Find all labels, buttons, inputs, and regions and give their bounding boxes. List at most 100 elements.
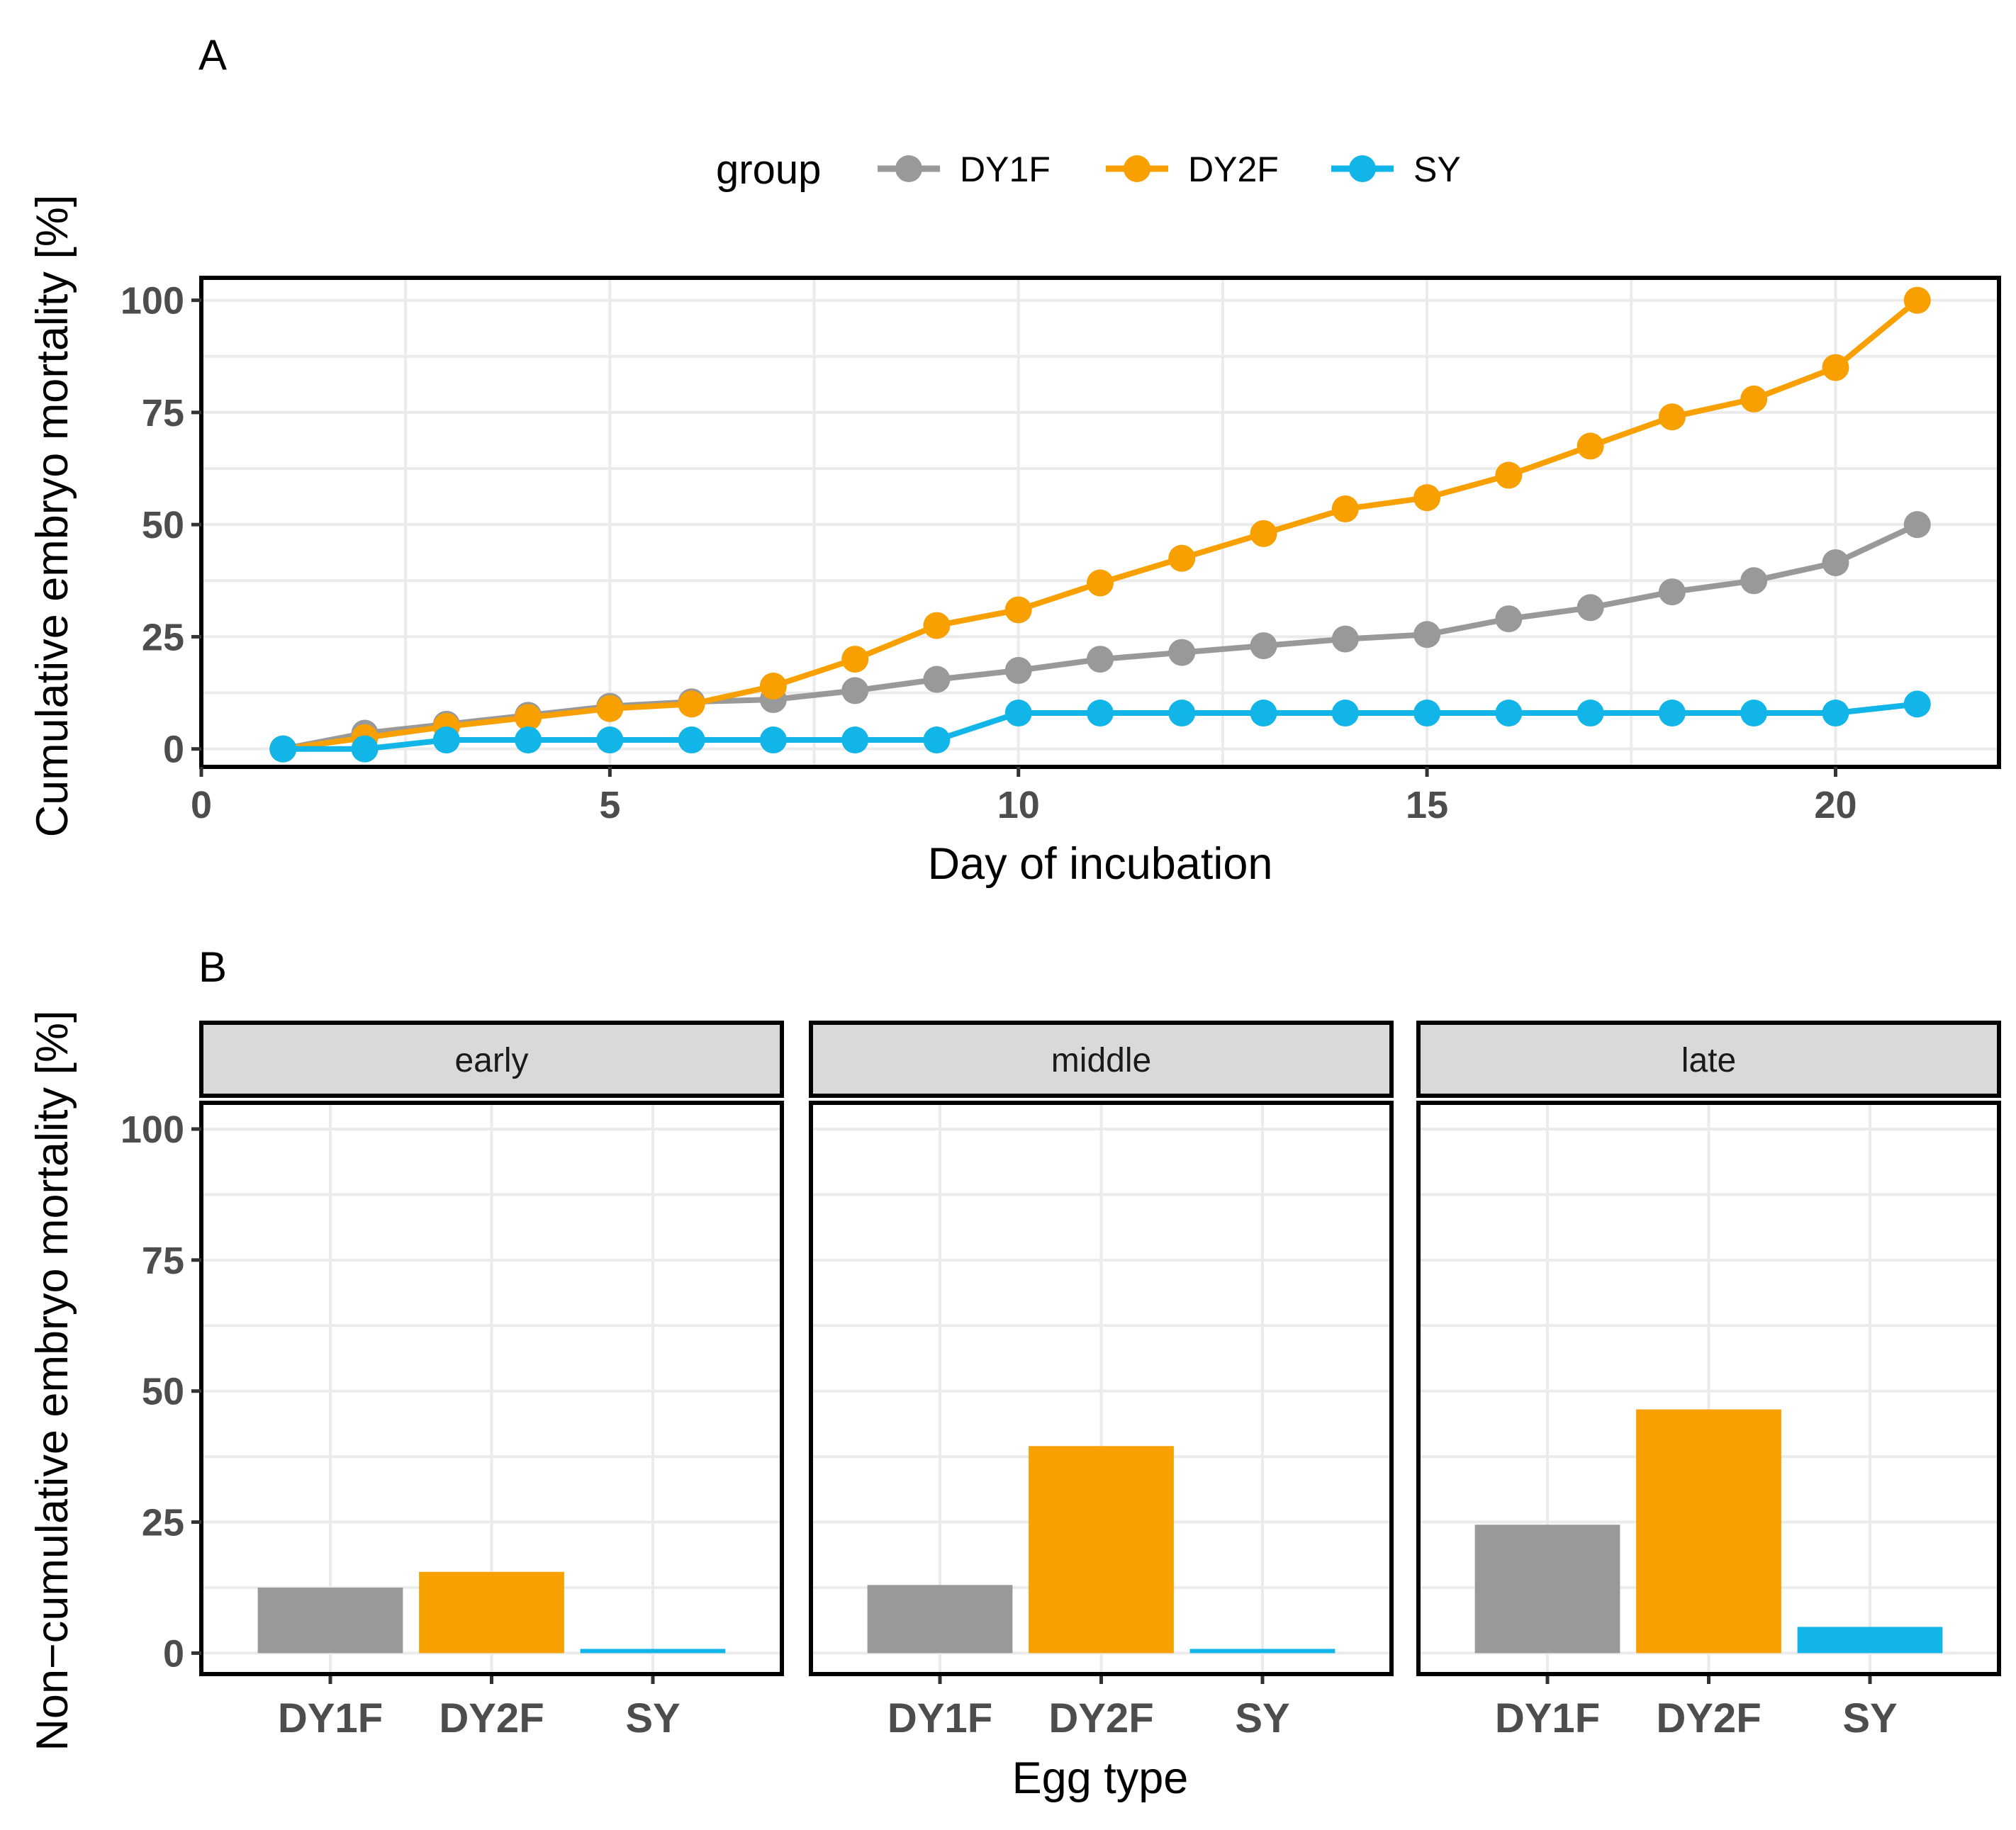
data-point-dy2f [515, 704, 542, 731]
data-point-dy2f [1250, 520, 1277, 547]
data-point-sy [515, 726, 542, 754]
data-point-sy [1495, 700, 1523, 727]
data-point-dy2f [1903, 286, 1931, 314]
panel-b-label: B [198, 943, 227, 991]
x-tick-label: DY1F [887, 1695, 992, 1741]
x-tick-label: DY2F [1048, 1695, 1153, 1741]
facet-frame [199, 1101, 784, 1676]
data-point-sy [923, 726, 951, 754]
data-point-dy1f [1903, 511, 1931, 539]
data-point-dy2f [1822, 354, 1849, 381]
data-point-dy2f [678, 690, 705, 718]
data-point-dy2f [759, 673, 787, 700]
legend-key-point [1124, 155, 1150, 182]
data-point-sy [1413, 700, 1441, 727]
legend-item-dy2f: DY2F [1106, 150, 1279, 189]
x-tick-label: SY [1842, 1695, 1897, 1741]
panel-a-label: A [198, 31, 227, 79]
y-tick-label: 100 [121, 280, 184, 322]
legend: group DY1F DY2F SY [716, 147, 1461, 193]
series-sy [269, 690, 1931, 763]
bar-early-sy [580, 1649, 726, 1654]
legend-key-point [1349, 155, 1376, 182]
data-point-sy [1740, 700, 1768, 727]
data-point-dy1f [1331, 625, 1359, 653]
data-point-dy2f [1087, 569, 1114, 597]
data-point-dy1f [1413, 621, 1441, 649]
facet-late: late DY1F DY2F SY [1416, 1021, 2001, 1741]
x-tick-label: SY [625, 1695, 680, 1741]
y-tick-label: 25 [142, 616, 184, 658]
facet-strip [809, 1021, 1394, 1098]
facet-middle: middle DY1F DY2F SY [809, 1021, 1394, 1741]
bar-late-dy1f [1474, 1525, 1620, 1654]
data-point-dy2f [1331, 495, 1359, 523]
panel-a-series [269, 286, 1931, 763]
bar-middle-dy2f [1029, 1446, 1174, 1654]
data-point-sy [1331, 700, 1359, 727]
facet-frame [1416, 1101, 2001, 1676]
x-tick-label: 10 [997, 784, 1040, 826]
x-tick-label: DY2F [1656, 1695, 1761, 1741]
panel-a-grid [200, 278, 1999, 767]
series-dy2f [269, 286, 1931, 763]
y-tick-label: 25 [142, 1502, 184, 1544]
x-tick-label: DY1F [278, 1695, 383, 1741]
data-point-dy2f [841, 646, 869, 673]
y-tick-label: 50 [142, 1371, 184, 1413]
data-point-dy2f [1004, 596, 1032, 624]
legend-label: SY [1413, 150, 1461, 189]
data-point-dy2f [1577, 432, 1604, 460]
bar-late-dy2f [1636, 1409, 1781, 1654]
x-tick-label: 0 [191, 784, 212, 826]
data-point-dy2f [1658, 403, 1686, 431]
bar-early-dy1f [257, 1587, 403, 1654]
data-point-dy2f [1413, 484, 1441, 512]
data-point-dy1f [1004, 656, 1032, 684]
panel-b-y-title: Non−cumulative embryo mortality [%] [28, 1010, 77, 1751]
panel-a-y-title: Cumulative embryo mortality [%] [28, 195, 77, 838]
x-tick-label: SY [1235, 1695, 1289, 1741]
facet-strip-label: early [454, 1042, 528, 1079]
panel-b-facets: early DY1F DY2F SY middle DY1F DY2F SY late DY1F D… [199, 1021, 2001, 1741]
data-point-sy [351, 735, 379, 763]
bar-middle-sy [1189, 1649, 1335, 1654]
data-point-dy1f [1168, 639, 1196, 666]
legend-label: DY1F [960, 150, 1051, 189]
x-tick-label: 15 [1406, 784, 1448, 826]
y-tick-label: 75 [142, 392, 184, 434]
data-point-sy [1903, 690, 1931, 718]
legend-title: group [716, 147, 821, 193]
y-tick-label: 0 [163, 1632, 184, 1675]
data-point-dy1f [841, 677, 869, 705]
y-tick-label: 75 [142, 1240, 184, 1282]
panel-a-frame [199, 276, 2001, 769]
data-point-sy [1250, 700, 1277, 727]
panel-a-x-title: Day of incubation [928, 839, 1273, 889]
legend-item-dy1f: DY1F [878, 150, 1051, 189]
data-point-sy [759, 726, 787, 754]
legend-item-sy: SY [1331, 150, 1461, 189]
y-tick-label: 50 [142, 504, 184, 546]
data-point-dy1f [1250, 632, 1277, 660]
data-point-dy2f [1495, 461, 1523, 489]
data-point-dy1f [1658, 578, 1686, 606]
data-point-dy2f [923, 612, 951, 639]
x-tick-label: 20 [1814, 784, 1857, 826]
data-point-dy1f [1495, 605, 1523, 633]
bar-middle-dy1f [867, 1585, 1013, 1654]
y-tick-label: 100 [121, 1108, 184, 1151]
data-point-sy [1087, 700, 1114, 727]
data-point-sy [1168, 700, 1196, 727]
data-point-dy1f [923, 666, 951, 693]
facet-strip [199, 1021, 784, 1098]
facet-early: early DY1F DY2F SY [199, 1021, 784, 1741]
data-point-sy [432, 726, 460, 754]
panel-a-axes: 0 25 50 75 100 0 5 10 15 20 [121, 280, 1857, 826]
y-tick-label: 0 [163, 729, 184, 771]
data-point-sy [596, 726, 624, 754]
data-point-sy [678, 726, 705, 754]
panel-a-background [201, 278, 1999, 767]
panel-b-x-title: Egg type [1012, 1753, 1189, 1803]
